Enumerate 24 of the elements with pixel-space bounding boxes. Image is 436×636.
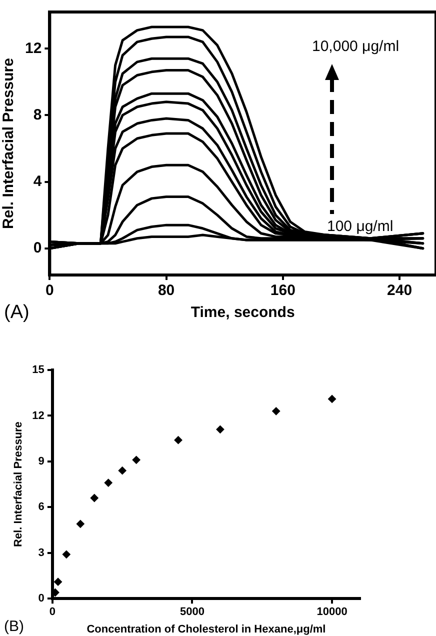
y-tick-label: 15 — [32, 364, 44, 376]
x-axis-title: Time, seconds — [190, 304, 295, 322]
y-tick-label: 0 — [33, 240, 42, 257]
x-tick-label: 10000 — [316, 606, 348, 618]
y-tick-label: 4 — [33, 172, 42, 190]
y-tick-label: 12 — [24, 40, 42, 57]
y-tick-label: 9 — [38, 455, 44, 468]
x-tick-label: 80 — [158, 282, 175, 300]
annotation: 10,000 μg/ml — [312, 38, 400, 55]
y-tick-label: 12 — [32, 410, 44, 422]
x-tick-label: 0 — [49, 606, 56, 618]
annotation: 100 μg/ml — [327, 218, 394, 235]
y-tick-label: 3 — [38, 546, 44, 559]
x-axis-title: Concentration of Cholesterol in Hexane,μg/ml — [86, 623, 326, 636]
y-tick-label: 6 — [38, 501, 44, 514]
text: (A) — [4, 302, 30, 324]
text: (B) — [4, 618, 24, 635]
y-tick-label: 0 — [38, 592, 44, 605]
x-tick-label: 240 — [387, 282, 412, 300]
y-axis-title: Rel. Interfacial Pressure — [12, 422, 25, 547]
y-axis-title: Rel. Interfacial Pressure — [0, 58, 18, 229]
y-tick-label: 8 — [33, 106, 42, 124]
x-tick-label: 5000 — [180, 606, 204, 618]
x-tick-label: 160 — [270, 282, 296, 300]
